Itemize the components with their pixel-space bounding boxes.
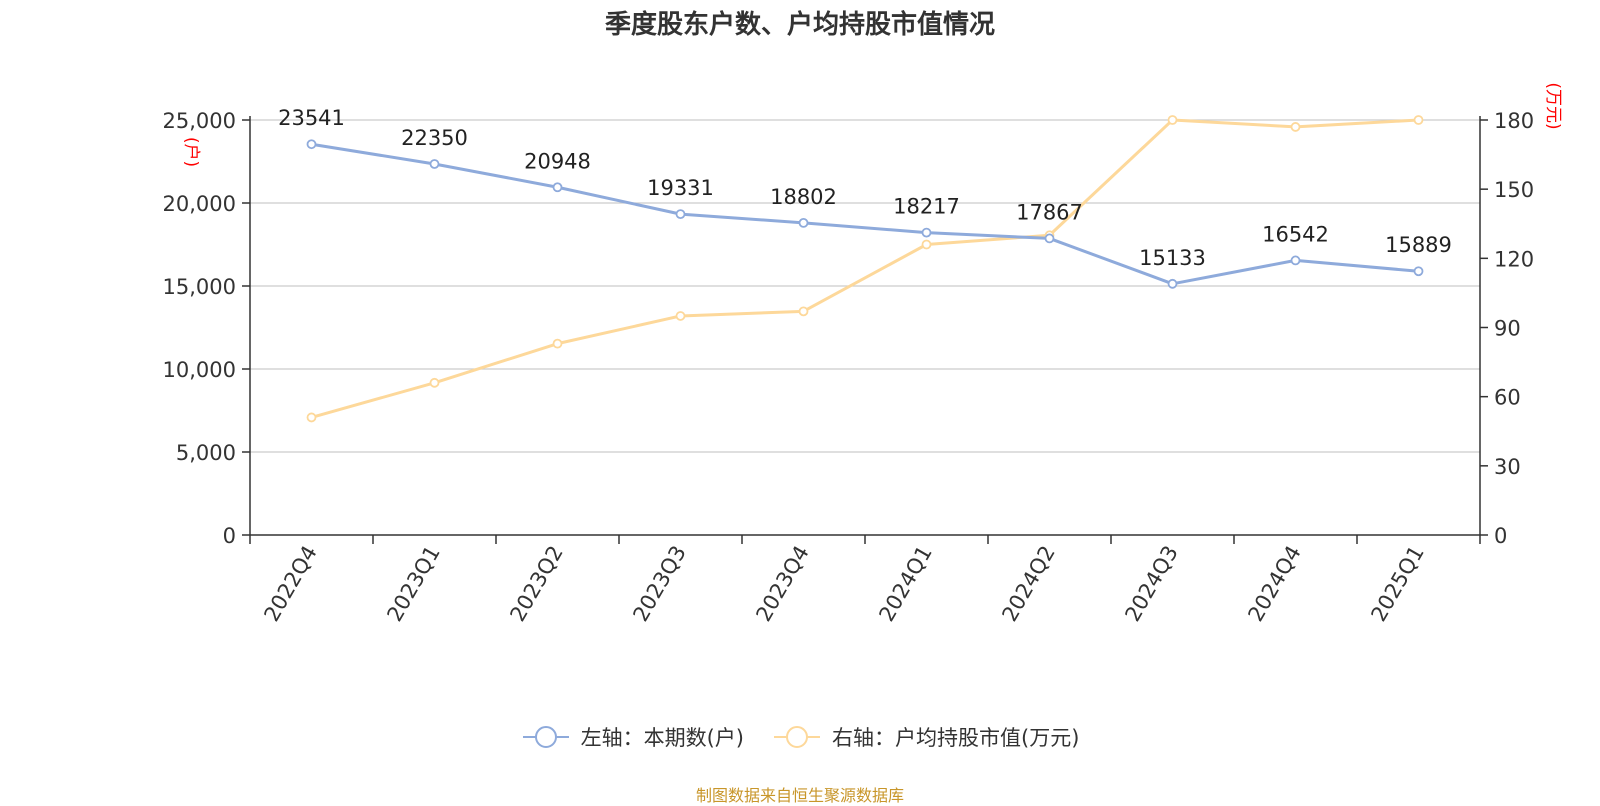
- x-axis-tick-label: 2024Q4: [1243, 542, 1305, 626]
- series-line-left: [311, 142, 1419, 286]
- right-axis-unit: (万元): [1543, 82, 1563, 129]
- right-axis-tick-label: 120: [1494, 247, 1534, 271]
- series-point-right: [675, 311, 686, 321]
- chart-plot: 0 5,000 10,000 15,000 20,000 25,000 0 30 60 90 120…: [163, 82, 1563, 626]
- legend-marker-left-icon: [522, 726, 569, 748]
- series-point-left: [675, 209, 686, 220]
- legend-item-right-series[interactable]: 右轴：户均持股市值(万元): [772, 722, 1079, 752]
- x-axis-tick-label: 2023Q2: [505, 542, 567, 626]
- legend-label-left-series: 左轴：本期数(户): [580, 726, 744, 750]
- series-point-right: [1167, 115, 1178, 125]
- left-axis-tick-label: 15,000: [163, 275, 236, 299]
- data-label: 18217: [893, 195, 960, 219]
- data-label: 15889: [1385, 233, 1452, 257]
- chart-title: 季度股东户数、户均持股市值情况: [604, 10, 995, 40]
- series-point-right: [429, 377, 440, 388]
- series-point-right: [798, 306, 809, 317]
- right-axis-tick-label: 30: [1494, 455, 1521, 479]
- series-point-right: [306, 412, 317, 423]
- legend-label-right-series: 右轴：户均持股市值(万元): [832, 726, 1080, 750]
- data-label: 20948: [524, 149, 591, 173]
- series-point-left: [1413, 266, 1424, 277]
- right-axis-tick-label: 150: [1494, 178, 1534, 202]
- left-axis-tick-label: 20,000: [163, 192, 236, 216]
- source-note: 制图数据来自恒生聚源数据库: [695, 786, 904, 805]
- data-label: 19331: [647, 176, 714, 200]
- series-point-left: [921, 227, 932, 238]
- x-axis-tick-label: 2022Q4: [259, 542, 321, 626]
- right-axis-tick-label: 90: [1494, 317, 1521, 341]
- x-axis-tick-label: 2024Q2: [997, 542, 1059, 626]
- series-point-right: [921, 239, 932, 250]
- x-axis-tick-label: 2025Q1: [1366, 542, 1428, 626]
- series-point-right: [552, 338, 563, 349]
- series-point-left: [1290, 255, 1301, 266]
- left-axis-tick-label: 25,000: [163, 109, 236, 133]
- right-axis-tick-label: 0: [1494, 524, 1507, 548]
- left-axis-unit: (户): [181, 137, 201, 167]
- series-point-right: [1290, 122, 1301, 132]
- data-label: 17867: [1016, 200, 1083, 224]
- legend-item-left-series[interactable]: 左轴：本期数(户): [521, 722, 744, 752]
- left-axis-tick-label: 5,000: [176, 441, 236, 465]
- x-axis-tick-label: 2023Q1: [382, 542, 444, 626]
- data-label: 23541: [278, 106, 345, 130]
- x-axis-tick-label: 2024Q1: [874, 542, 936, 626]
- x-axis-tick-label: 2024Q3: [1120, 542, 1182, 626]
- right-axis-tick-label: 180: [1494, 109, 1534, 133]
- series-point-left: [1044, 233, 1055, 244]
- data-label: 22350: [401, 126, 468, 150]
- left-axis-tick-label: 0: [223, 524, 236, 548]
- right-axis-tick-label: 60: [1494, 386, 1521, 410]
- series-point-left: [429, 159, 440, 169]
- chart-legend: 左轴：本期数(户) 右轴：户均持股市值(万元): [0, 722, 1600, 752]
- series-point-right: [1413, 115, 1424, 125]
- series-point-left: [552, 182, 563, 193]
- series-point-left: [1167, 278, 1178, 289]
- left-axis-tick-label: 10,000: [163, 358, 236, 382]
- data-label: 15133: [1139, 246, 1206, 270]
- series-point-left: [798, 217, 809, 228]
- data-label: 18802: [770, 185, 837, 209]
- data-label: 16542: [1262, 222, 1329, 246]
- legend-marker-right-icon: [774, 726, 820, 748]
- series-line-right: [311, 118, 1419, 419]
- x-axis-tick-label: 2023Q4: [751, 542, 813, 626]
- x-axis-tick-label: 2023Q3: [628, 542, 690, 626]
- series-point-left: [306, 139, 317, 150]
